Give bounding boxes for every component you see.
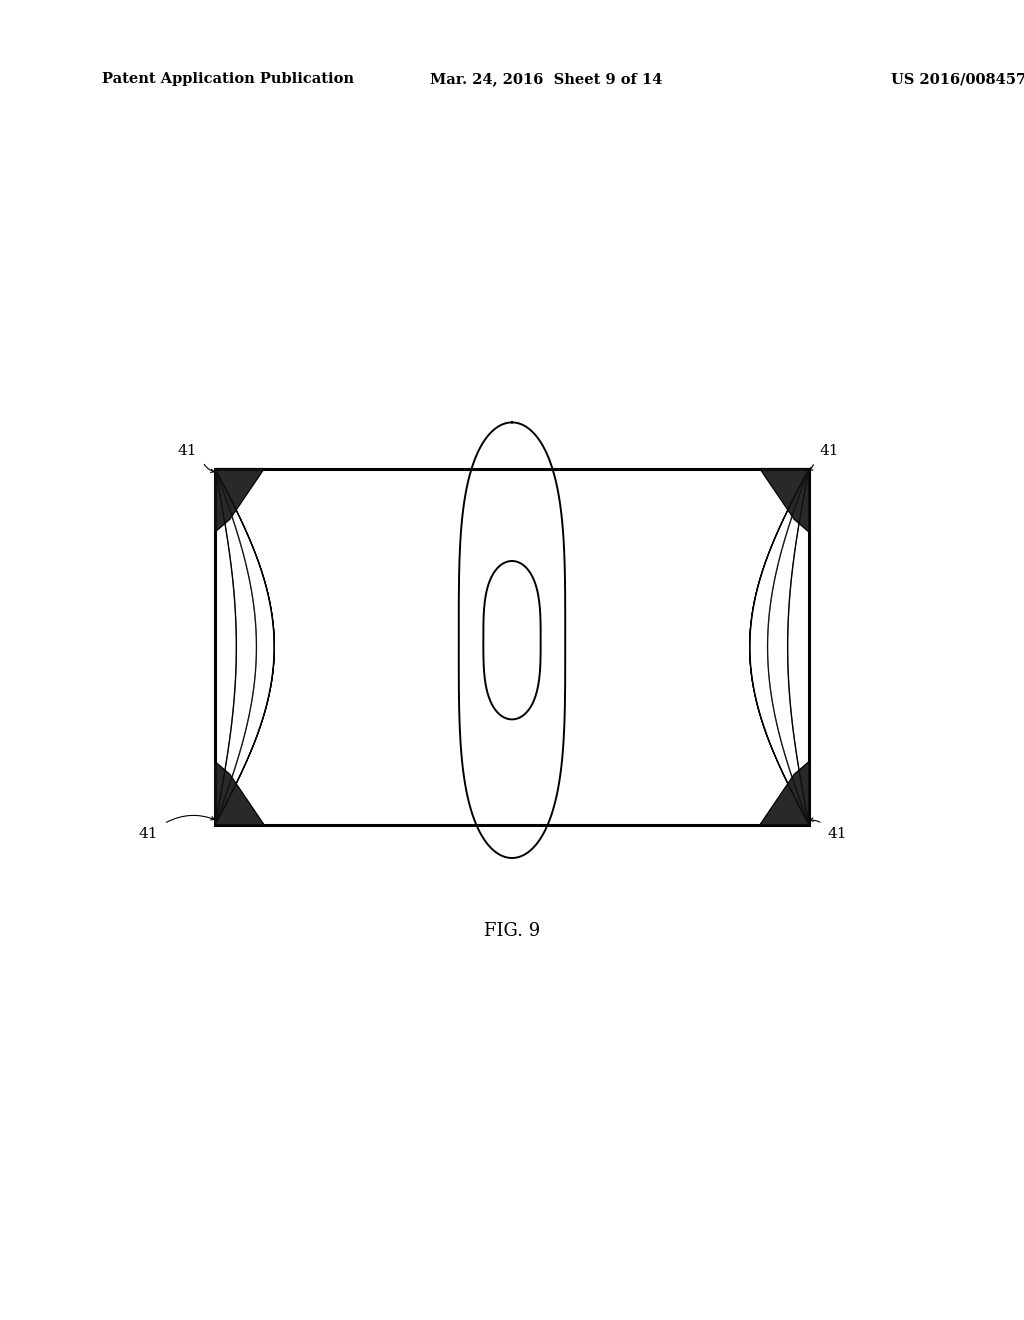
Text: FIG. 9: FIG. 9: [484, 921, 540, 940]
Polygon shape: [215, 762, 264, 825]
Text: Patent Application Publication: Patent Application Publication: [102, 73, 354, 86]
Polygon shape: [760, 469, 809, 532]
Text: 41: 41: [827, 828, 848, 841]
Text: US 2016/0084579 A1: US 2016/0084579 A1: [891, 73, 1024, 86]
Polygon shape: [215, 469, 264, 532]
Text: Mar. 24, 2016  Sheet 9 of 14: Mar. 24, 2016 Sheet 9 of 14: [430, 73, 663, 86]
Text: 41: 41: [177, 445, 198, 458]
Text: 41: 41: [819, 445, 840, 458]
Text: 41: 41: [138, 828, 159, 841]
Bar: [215, 469, 809, 825]
Polygon shape: [760, 762, 809, 825]
